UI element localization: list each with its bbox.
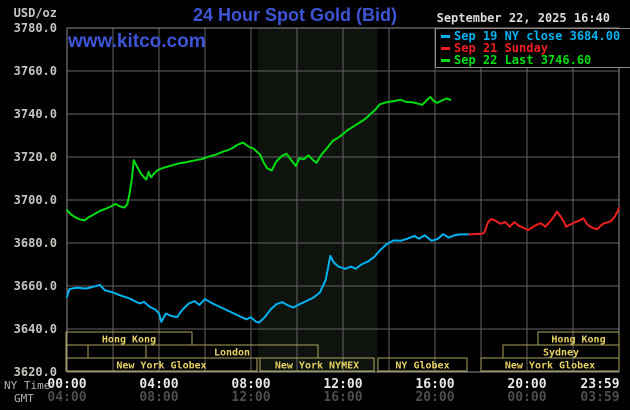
kitco-watermark-link[interactable]: www.kitco.com [68,31,206,52]
x-tick-gmt: 03:59 [580,390,620,405]
x-tick-gmt: 20:00 [415,390,455,405]
y-tick-label: 3740.0 [13,107,57,121]
x-tick-gmt: 04:00 [47,390,87,405]
session-box [259,357,375,372]
session-box [65,357,258,372]
page-title: 24 Hour Spot Gold (Bid) [193,5,397,25]
session-label: NY Globex [395,361,449,372]
y-tick-label: 3720.0 [13,150,57,164]
x-tick-ny: 04:00 [139,377,179,392]
x-tick-gmt: 12:00 [231,390,271,405]
y-tick-label: 3780.0 [13,21,57,35]
x-tick-ny: 23:59 [580,377,620,392]
legend-label: Sep 19 NY close 3684.00 [454,29,621,43]
session-box [65,344,89,359]
series-line-sep19 [66,233,471,324]
legend-item-sep21: Sep 21 Sunday [440,42,630,54]
series-line-sep21 [468,207,620,236]
x-axis-gmt-label: GMT [14,392,34,405]
chart-datetime: September 22, 2025 16:40 [436,11,610,25]
x-tick-ny: 12:00 [323,377,363,392]
x-tick-ny: 00:00 [47,377,87,392]
y-tick-label: 3760.0 [13,64,57,78]
session-label: New York NYMEX [275,361,359,372]
y-tick-label: 3700.0 [13,193,57,207]
session-label: Hong Kong [551,335,605,346]
y-tick-label: 3660.0 [13,279,57,293]
session-label: Sydney [543,348,579,359]
chart-legend: Sep 19 NY close 3684.00 Sep 21 Sunday Se… [435,28,630,68]
y-tick-label: 3620.0 [13,365,57,379]
plot-border [66,27,620,373]
legend-dash-icon [441,34,450,38]
session-box [377,357,468,372]
legend-label: Sep 22 Last 3746.60 [454,53,592,67]
session-box [480,357,620,372]
x-tick-ny: 16:00 [415,377,455,392]
legend-dash-icon [441,46,450,50]
x-axis-ny-time-label: NY Time [4,379,51,392]
session-box [87,344,147,359]
session-label: London [214,348,250,359]
x-tick-ny: 20:00 [507,377,547,392]
session-label: New York Globex [116,361,206,372]
series-line-sep22 [66,96,452,222]
legend-dash-icon [441,58,450,62]
y-tick-label: 3680.0 [13,236,57,250]
x-tick-ny: 08:00 [231,377,271,392]
x-tick-gmt: 16:00 [323,390,363,405]
y-tick-label: 3640.0 [13,322,57,336]
y-axis-unit-label: USD/oz [13,6,57,20]
x-tick-gmt: 08:00 [139,390,179,405]
legend-label: Sep 21 Sunday [454,41,548,55]
x-tick-gmt: 00:00 [507,390,547,405]
session-label: Hong Kong [102,335,156,346]
legend-item-sep19: Sep 19 NY close 3684.00 [440,30,630,42]
session-label: New York Globex [505,361,595,372]
legend-item-sep22: Sep 22 Last 3746.60 [440,54,630,66]
